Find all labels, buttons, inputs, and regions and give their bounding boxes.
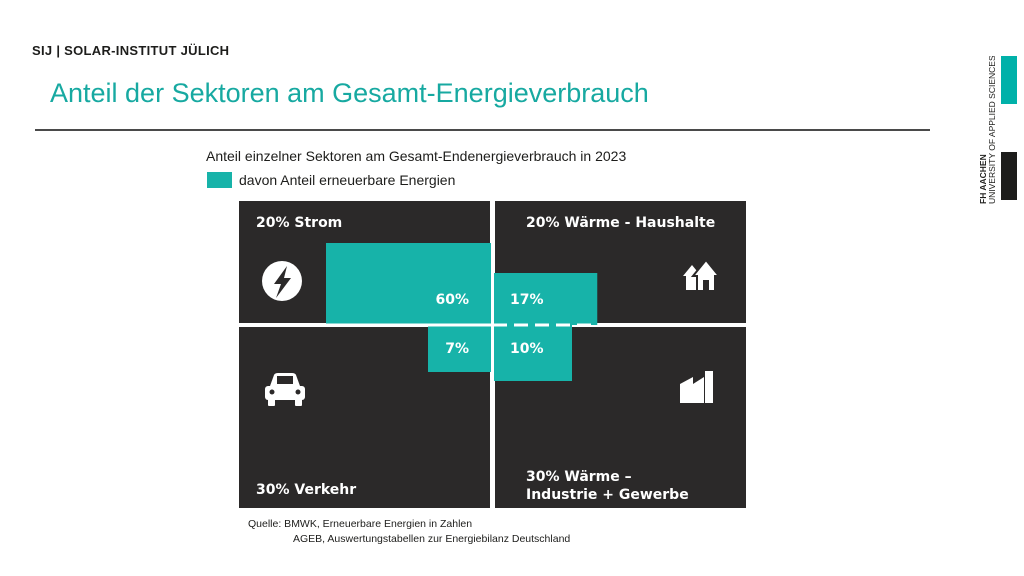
data-label-strom: 60%	[435, 292, 469, 308]
title-divider	[35, 129, 930, 131]
renewable-bar-verkehr	[428, 325, 491, 372]
data-label-waerme-industrie: 10%	[510, 341, 544, 357]
side-logo-bold: FH AACHEN	[978, 154, 988, 204]
source-line-1: Quelle: BMWK, Erneuerbare Energien in Za…	[248, 518, 473, 530]
car-icon	[265, 373, 305, 406]
data-label-verkehr: 7%	[445, 341, 469, 357]
factory-icon	[680, 371, 713, 403]
sector-label-verkehr: 30% Verkehr	[256, 482, 356, 498]
side-logo-text: UNIVERSITY OF APPLIED SCIENCES	[987, 56, 997, 204]
legend-swatch	[207, 172, 232, 188]
houses-icon	[683, 258, 722, 292]
page-title: Anteil der Sektoren am Gesamt-Energiever…	[50, 78, 649, 108]
source-note: Quelle: BMWK, Erneuerbare Energien in Za…	[248, 517, 570, 547]
data-label-waerme-haushalte: 17%	[510, 292, 544, 308]
brand-header: SIJ | SOLAR-INSTITUT JÜLICH	[32, 43, 230, 58]
renewable-bar-strom	[326, 243, 491, 325]
renewable-bar-waerme-haushalte	[491, 273, 598, 325]
sector-label-strom: 20% Strom	[256, 215, 342, 231]
sector-label-waerme-industrie-line2: Industrie + Gewerbe	[526, 487, 689, 503]
sector-label-waerme-haushalte: 20% Wärme - Haushalte	[526, 215, 715, 231]
lightning-bolt-icon	[262, 261, 302, 301]
chart-title: Anteil einzelner Sektoren am Gesamt-Ende…	[206, 148, 627, 164]
logo-bar-dark	[1001, 152, 1017, 200]
source-line-2: AGEB, Auswertungstabellen zur Energiebil…	[293, 533, 571, 545]
fh-aachen-logo: FH AACHEN UNIVERSITY OF APPLIED SCIENCES	[978, 56, 997, 204]
renewable-bar-waerme-industrie	[491, 325, 572, 381]
sector-label-waerme-industrie-line1: 30% Wärme –	[526, 469, 632, 485]
legend-label: davon Anteil erneuerbare Energien	[239, 172, 456, 188]
logo-bar-teal	[1001, 56, 1017, 104]
